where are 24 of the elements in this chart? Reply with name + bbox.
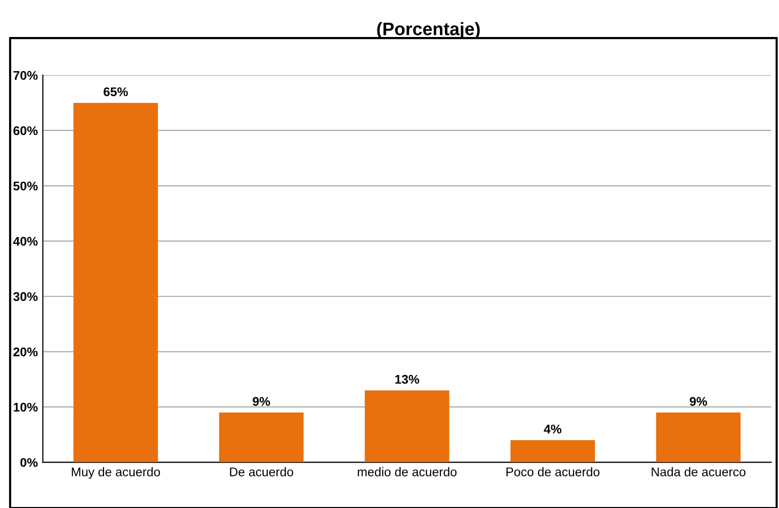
bar: [510, 440, 595, 462]
data-label: 9%: [690, 397, 708, 406]
data-label: 4%: [544, 424, 562, 434]
data-label: 65%: [104, 87, 128, 96]
y-tick-label: 60%: [13, 126, 38, 136]
x-tick-label: De acuerdo: [230, 467, 294, 476]
bar: [73, 102, 158, 462]
bar: [364, 390, 450, 462]
y-tick-label: 10%: [14, 402, 38, 412]
y-tick-label: 70%: [14, 70, 38, 80]
y-tick-label: 30%: [13, 292, 38, 302]
chart-title: (Porcentaje): [377, 22, 480, 39]
x-tick-label: Muy de acuerdo: [72, 467, 160, 479]
y-tick-label: 20%: [13, 347, 38, 356]
y-tick-label: 0%: [20, 458, 38, 467]
bar: [219, 412, 304, 462]
data-label: 13%: [395, 374, 420, 384]
y-tick-label: 50%: [13, 182, 38, 190]
bar: [656, 412, 741, 462]
x-tick-label: medio de acuerdo: [358, 467, 457, 476]
y-tick-label: 40%: [13, 236, 38, 246]
data-label: 9%: [252, 397, 270, 406]
x-tick-label: Poco de acuerdo: [506, 467, 600, 476]
x-tick-label: Nada de acuerco: [652, 467, 746, 476]
